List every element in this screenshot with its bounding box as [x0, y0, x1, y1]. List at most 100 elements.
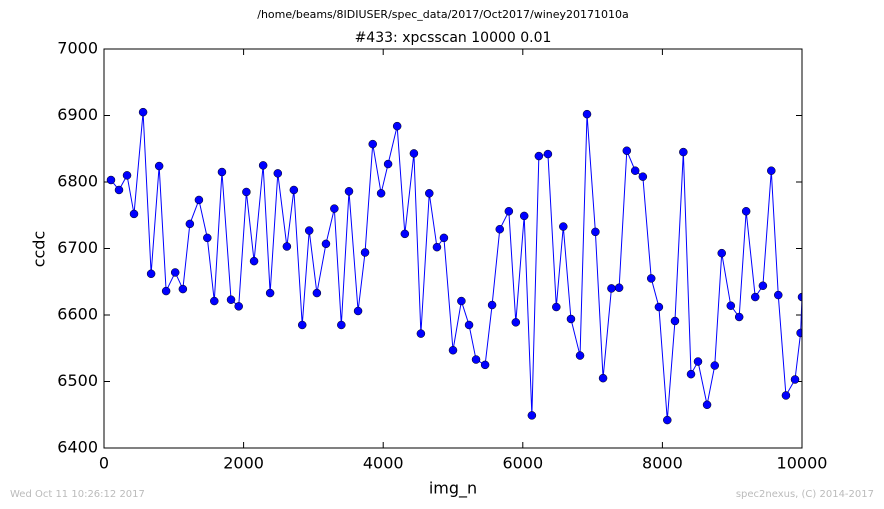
data-point: [114, 185, 124, 195]
data-point: [796, 328, 802, 338]
y-tick-label: 7000: [57, 39, 98, 58]
data-point: [686, 369, 696, 379]
data-point: [575, 351, 585, 360]
data-point: [638, 172, 648, 181]
data-point: [194, 195, 204, 205]
data-point: [758, 281, 768, 290]
x-axis-label: img_n: [429, 479, 477, 499]
data-point: [717, 248, 726, 258]
data-point: [161, 286, 171, 296]
data-point: [368, 139, 377, 149]
data-point: [726, 301, 736, 310]
y-tick-label: 6400: [57, 438, 98, 457]
data-point: [337, 320, 346, 330]
data-point: [598, 373, 608, 383]
data-point: [146, 269, 156, 279]
data-point: [710, 361, 719, 370]
data-point: [170, 268, 180, 277]
data-point: [217, 167, 227, 177]
data-point: [242, 187, 251, 197]
data-point: [750, 292, 760, 302]
data-point: [797, 292, 802, 302]
data-point: [273, 169, 283, 178]
data-point: [487, 300, 497, 310]
data-point: [614, 283, 624, 292]
data-point: [122, 171, 132, 180]
data-point: [203, 233, 212, 243]
data-point: [321, 239, 331, 249]
data-point: [534, 151, 544, 161]
footer-left: Wed Oct 11 10:26:12 2017: [10, 489, 145, 500]
data-point: [566, 314, 576, 324]
data-point: [741, 207, 751, 216]
data-point: [210, 296, 219, 306]
plot-frame: [103, 48, 803, 449]
data-point: [383, 159, 393, 169]
data-point: [154, 161, 164, 171]
data-point: [543, 149, 553, 159]
data-point: [360, 248, 370, 257]
data-point: [559, 222, 568, 231]
data-point: [495, 224, 505, 234]
data-point: [129, 209, 139, 219]
data-point: [400, 229, 410, 239]
data-point: [282, 242, 292, 251]
data-point: [344, 187, 354, 196]
data-point: [504, 207, 514, 216]
data-point: [591, 227, 600, 237]
y-tick-label: 6600: [57, 305, 98, 324]
y-tick-label: 6500: [57, 371, 98, 390]
data-point: [297, 320, 307, 330]
data-point: [249, 256, 259, 266]
data-point: [464, 320, 474, 330]
data-point: [265, 288, 275, 298]
x-tick-label: 8000: [642, 454, 683, 473]
footer-right: spec2nexus, (C) 2014-2017: [736, 489, 874, 500]
data-point: [646, 274, 656, 283]
data-point: [702, 400, 712, 410]
y-tick-label: 6700: [57, 238, 98, 257]
data-point: [178, 284, 188, 294]
x-tick-label: 10000: [777, 454, 828, 473]
x-tick-label: 6000: [502, 454, 543, 473]
data-point: [607, 284, 616, 293]
data-point: [767, 166, 776, 175]
data-point: [226, 295, 236, 304]
data-point: [670, 316, 680, 326]
data-point: [511, 318, 521, 327]
data-line: [110, 112, 803, 421]
data-point: [409, 149, 419, 158]
data-point: [693, 357, 703, 366]
data-point: [138, 107, 148, 117]
data-point: [654, 302, 664, 312]
data-point: [774, 290, 783, 300]
data-point: [304, 226, 314, 235]
data-point: [448, 345, 458, 355]
data-point: [734, 312, 744, 322]
data-point: [392, 121, 402, 131]
data-point: [679, 147, 688, 157]
data-point: [480, 360, 490, 370]
data-point: [185, 219, 195, 229]
data-point: [790, 375, 800, 384]
data-point: [582, 109, 592, 119]
data-point: [457, 296, 466, 306]
data-point: [439, 233, 449, 243]
data-point: [416, 329, 426, 338]
data-point: [630, 166, 640, 175]
y-axis-label: ccdc: [30, 231, 49, 268]
suptitle: /home/beams/8IDIUSER/spec_data/2017/Oct2…: [257, 8, 629, 21]
data-point: [234, 302, 243, 311]
data-point: [663, 415, 672, 425]
y-tick-label: 6900: [57, 105, 98, 124]
data-point: [312, 288, 322, 298]
data-point: [552, 302, 561, 312]
data-point: [425, 189, 434, 198]
data-point: [353, 306, 363, 316]
data-point: [432, 242, 442, 252]
data-point: [258, 161, 268, 170]
x-tick-label: 4000: [363, 454, 404, 473]
y-tick-label: 6800: [57, 172, 98, 191]
data-point: [376, 189, 386, 198]
